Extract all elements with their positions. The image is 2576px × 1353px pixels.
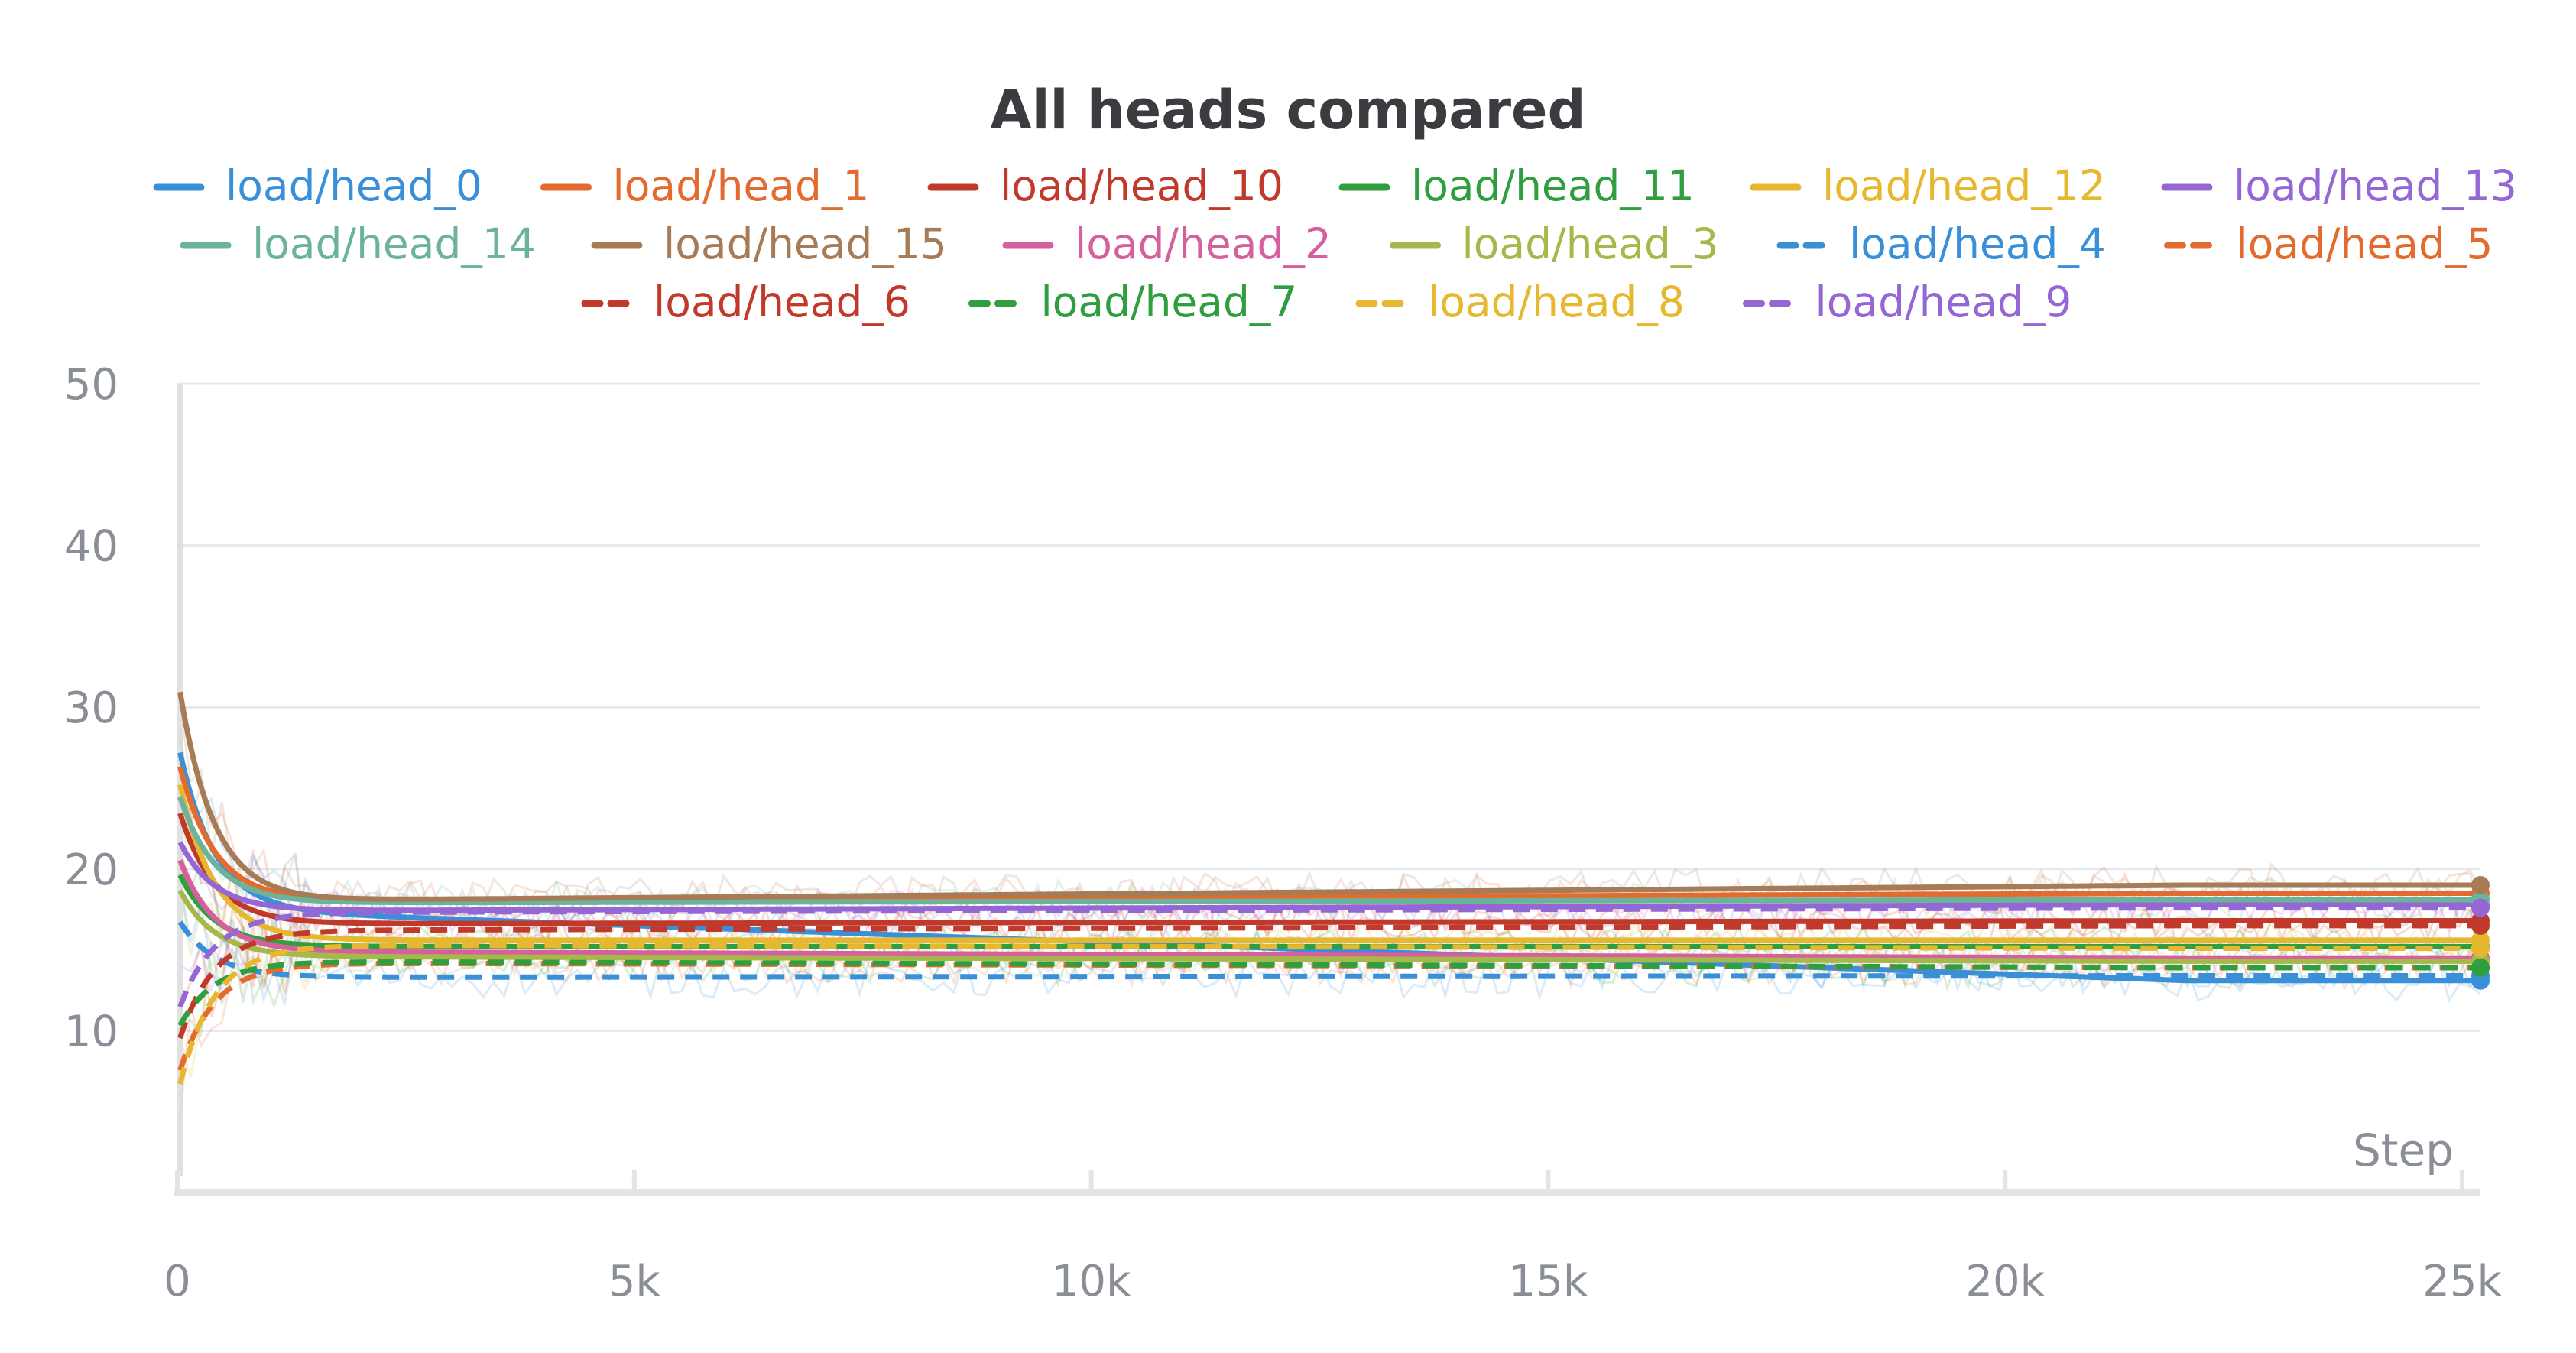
legend-item[interactable]: load/head_3 (1390, 219, 1719, 268)
y-tick-label: 10 (64, 1007, 118, 1056)
legend-label: load/head_7 (1041, 277, 1298, 326)
legend-label: load/head_13 (2234, 161, 2517, 210)
series-line-load/head_12[interactable] (177, 782, 2480, 943)
y-tick-label: 30 (64, 683, 118, 733)
legend-label: load/head_10 (1000, 161, 1283, 210)
legend-item[interactable]: load/head_7 (968, 277, 1298, 326)
series-line-load/head_9[interactable] (177, 905, 2480, 1010)
chart-title: All heads compared (990, 79, 1585, 141)
series-end-point[interactable] (2471, 958, 2490, 977)
legend-item[interactable]: load/head_12 (1750, 161, 2106, 210)
series-end-point[interactable] (2471, 939, 2490, 958)
legend-label: load/head_2 (1075, 219, 1332, 268)
legend-label: load/head_9 (1815, 277, 2072, 326)
x-tick-label: 5k (608, 1257, 661, 1306)
legend-item[interactable]: load/head_1 (540, 161, 870, 210)
x-axis-label: Step (2353, 1124, 2454, 1176)
axes: 0 5k 10k 15k 20k 25k 10 20 30 40 50 (64, 360, 2503, 1306)
series-end-point[interactable] (2471, 898, 2490, 917)
x-tick-label: 10k (1052, 1257, 1131, 1306)
legend-label: load/head_4 (1849, 219, 2106, 268)
legend-label: load/head_3 (1462, 219, 1719, 268)
x-tick-label: 25k (2422, 1257, 2502, 1306)
series-line-load/head_8[interactable] (177, 943, 2480, 1087)
legend-item[interactable]: load/head_13 (2161, 161, 2517, 210)
gridlines (177, 382, 2480, 1032)
legend-item[interactable]: load/head_9 (1743, 277, 2072, 326)
legend-item[interactable]: load/head_8 (1355, 277, 1685, 326)
series-raw-load/head_5 (179, 921, 2482, 1119)
series-end-point[interactable] (2471, 916, 2490, 935)
series-raw-load/head_15 (179, 703, 2482, 940)
series-line-load/head_14[interactable] (177, 794, 2480, 906)
series-line-load/head_6[interactable] (177, 923, 2480, 1041)
series-line-load/head_7[interactable] (177, 959, 2480, 1028)
legend-item[interactable]: load/head_11 (1338, 161, 1695, 210)
legend-label: load/head_1 (613, 161, 870, 210)
legend-label: load/head_12 (1822, 161, 2106, 210)
legend-label: load/head_0 (225, 161, 482, 210)
legend-item[interactable]: load/head_6 (581, 277, 910, 326)
series-line-load/head_2[interactable] (177, 858, 2480, 961)
x-tick-label: 20k (1965, 1257, 2045, 1306)
series-line-load/head_10[interactable] (177, 810, 2480, 926)
legend-label: load/head_11 (1411, 161, 1695, 210)
x-tick-label: 0 (164, 1257, 191, 1306)
legend-item[interactable]: load/head_0 (153, 161, 482, 210)
legend-label: load/head_14 (252, 219, 536, 268)
y-tick-label: 50 (64, 360, 118, 410)
legend-label: load/head_8 (1428, 277, 1685, 326)
y-tick-label: 40 (64, 522, 118, 572)
series-raw-load/head_11 (179, 848, 2481, 981)
legend-item[interactable]: load/head_15 (591, 219, 947, 268)
legend: load/head_0 load/head_1 load/head_10 load/h… (153, 161, 2517, 326)
series-line-load/head_11[interactable] (177, 872, 2480, 949)
legend-item[interactable]: load/head_2 (1002, 219, 1332, 268)
x-tick-label: 15k (1509, 1257, 1588, 1306)
series-line-load/head_3[interactable] (177, 887, 2480, 964)
series-lines (177, 689, 2490, 1087)
legend-label: load/head_6 (654, 277, 910, 326)
legend-label: load/head_15 (663, 219, 947, 268)
series-line-load/head_15[interactable] (177, 689, 2480, 902)
raw-series-noise (177, 384, 2482, 1176)
legend-label: load/head_5 (2237, 219, 2493, 268)
legend-item[interactable]: load/head_10 (927, 161, 1283, 210)
series-end-point[interactable] (2471, 875, 2490, 894)
series-line-load/head_1[interactable] (177, 764, 2480, 904)
legend-item[interactable]: load/head_5 (2164, 219, 2493, 268)
legend-item[interactable]: load/head_4 (1776, 219, 2106, 268)
y-tick-label: 20 (64, 845, 118, 895)
legend-item[interactable]: load/head_14 (180, 219, 536, 268)
